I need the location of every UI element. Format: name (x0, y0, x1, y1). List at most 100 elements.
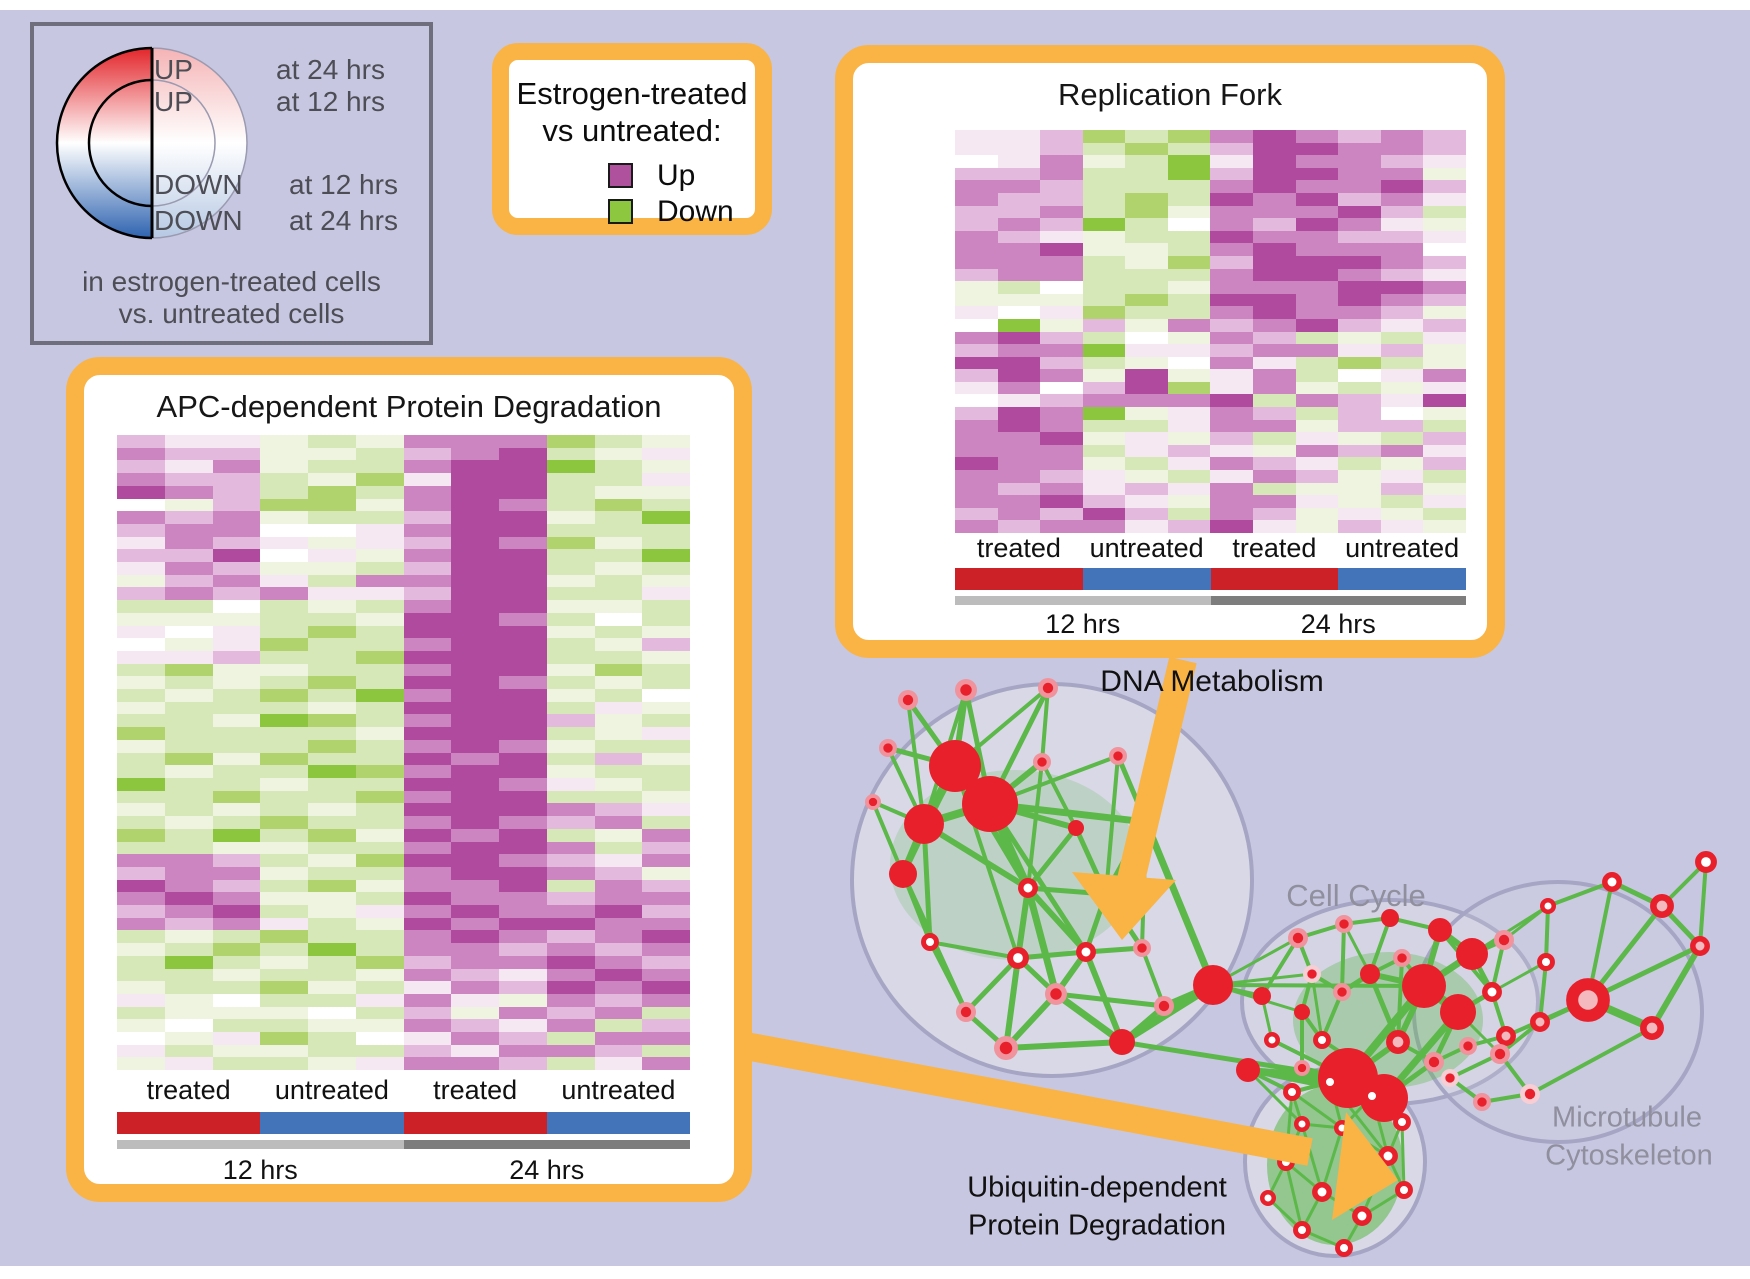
up-color-swatch (608, 163, 633, 188)
group-label: untreated (274, 1075, 389, 1105)
label-ubiquitin-line-2: Protein Degradation (968, 1209, 1226, 1242)
heatmap-row (117, 1057, 690, 1071)
heatmap-row (117, 1019, 690, 1033)
heatmap-row (117, 828, 690, 842)
heatmap-row (955, 281, 1466, 294)
treatment-color-bar (955, 568, 1083, 590)
updown-circle-legend: UP at 24 hrs UP at 12 hrs DOWN at 12 hrs… (30, 22, 433, 345)
heatmap-row (117, 714, 690, 728)
heatmap-row (955, 495, 1466, 508)
heatmap-row (955, 356, 1466, 370)
label-cytoskeleton: Cytoskeleton (1545, 1139, 1713, 1172)
heatmap-row (955, 432, 1466, 445)
heatmap-row (955, 407, 1466, 420)
heatmap-row (955, 293, 1466, 307)
group-label: untreated (561, 1075, 676, 1105)
time-label: 12 hrs (1045, 609, 1121, 639)
updown-color-legend: Estrogen-treated vs untreated: Up Down (492, 43, 772, 235)
heatmap-row (117, 689, 690, 702)
time-label: 24 hrs (1300, 609, 1376, 639)
apc-panel-title: APC-dependent Protein Degradation (156, 389, 662, 424)
up-inner-label: UP (154, 86, 193, 117)
group-label: treated (146, 1075, 231, 1105)
heatmap-row (117, 676, 690, 690)
heatmap-row (955, 457, 1466, 471)
label-dna-metabolism: DNA Metabolism (1100, 665, 1324, 698)
replication-fork-panel: Replication Fork treated untreated treated… (835, 45, 1505, 658)
heatmap-row (117, 790, 690, 804)
label-cell-cycle: Cell Cycle (1286, 878, 1426, 913)
group-label: treated (1232, 533, 1317, 563)
heatmap-row (955, 318, 1466, 332)
time-color-bar (1210, 596, 1466, 605)
heatmap-row (117, 701, 690, 715)
heatmap-row (117, 765, 690, 778)
untreated-half (152, 47, 248, 239)
heatmap-row (117, 739, 690, 753)
down-inner-time: at 12 hrs (289, 169, 398, 200)
heatmap-row (117, 981, 690, 994)
heatmap-row (117, 993, 690, 1007)
heatmap-row (955, 167, 1466, 181)
heatmap-row (117, 917, 690, 931)
group-label: untreated (1089, 533, 1204, 563)
down-outer-time: at 24 hrs (289, 205, 398, 236)
heatmap-row (117, 905, 690, 918)
heatmap-row (117, 460, 690, 474)
heatmap-row (955, 142, 1466, 156)
heatmap-row (955, 192, 1466, 206)
treatment-color-bar (403, 1112, 547, 1134)
circle-legend-caption-2: vs. untreated cells (118, 298, 345, 329)
heatmap-row (117, 866, 690, 880)
heatmap-row (955, 419, 1466, 433)
apc-heatmap-area: treated untreated treated untreated 12 hrs 24… (84, 375, 734, 1185)
time-color-bar (403, 1140, 690, 1149)
heatmap-row (955, 306, 1466, 319)
up-outer-time: at 24 hrs (276, 54, 385, 85)
group-label: untreated (1345, 533, 1460, 563)
treatment-color-bar (260, 1112, 404, 1134)
group-label: treated (976, 533, 1061, 563)
heatmap-row (117, 612, 690, 626)
label-microtubule: Microtubule (1552, 1101, 1702, 1134)
heatmap-row (955, 394, 1466, 408)
heatmap-row (955, 130, 1466, 143)
group-label: treated (433, 1075, 518, 1105)
heatmap-row (117, 549, 690, 563)
label-ubiquitin-line-1: Ubiquitin-dependent (967, 1171, 1227, 1204)
updown-gradient-circle (55, 46, 248, 240)
heatmap-row (117, 879, 690, 893)
up-outer-label: UP (154, 54, 193, 85)
heatmap-row (117, 435, 690, 448)
heatmap-row (955, 255, 1466, 269)
heatmap-row (117, 574, 690, 588)
heatmap-row (117, 638, 690, 651)
treatment-color-bar (1082, 568, 1211, 590)
treatment-color-bar (117, 1112, 261, 1134)
down-inner-label: DOWN (154, 169, 243, 200)
up-inner-time: at 12 hrs (276, 86, 385, 117)
heatmap-row (117, 523, 690, 537)
heatmap-row (117, 955, 690, 969)
heatmap-row (117, 930, 690, 944)
up-swatch-label: Up (657, 159, 696, 192)
heatmap-row (117, 803, 690, 817)
rf-panel-title: Replication Fork (1058, 77, 1282, 112)
heatmap-row (955, 268, 1466, 282)
heatmap-row (117, 854, 690, 867)
updown-legend-title-1: Estrogen-treated (516, 76, 748, 111)
down-color-swatch (608, 199, 633, 224)
heatmap-row (117, 447, 690, 461)
heatmap-row (117, 562, 690, 575)
heatmap-row (117, 816, 690, 829)
heatmap-row (955, 369, 1466, 382)
heatmap-row (117, 536, 690, 550)
heatmap-row (117, 841, 690, 855)
heatmap-row (955, 482, 1466, 496)
heatmap-row (117, 625, 690, 639)
heatmap-row (955, 344, 1466, 357)
heatmap-row (117, 943, 690, 956)
heatmap-row (117, 777, 690, 791)
heatmap-row (955, 155, 1466, 168)
